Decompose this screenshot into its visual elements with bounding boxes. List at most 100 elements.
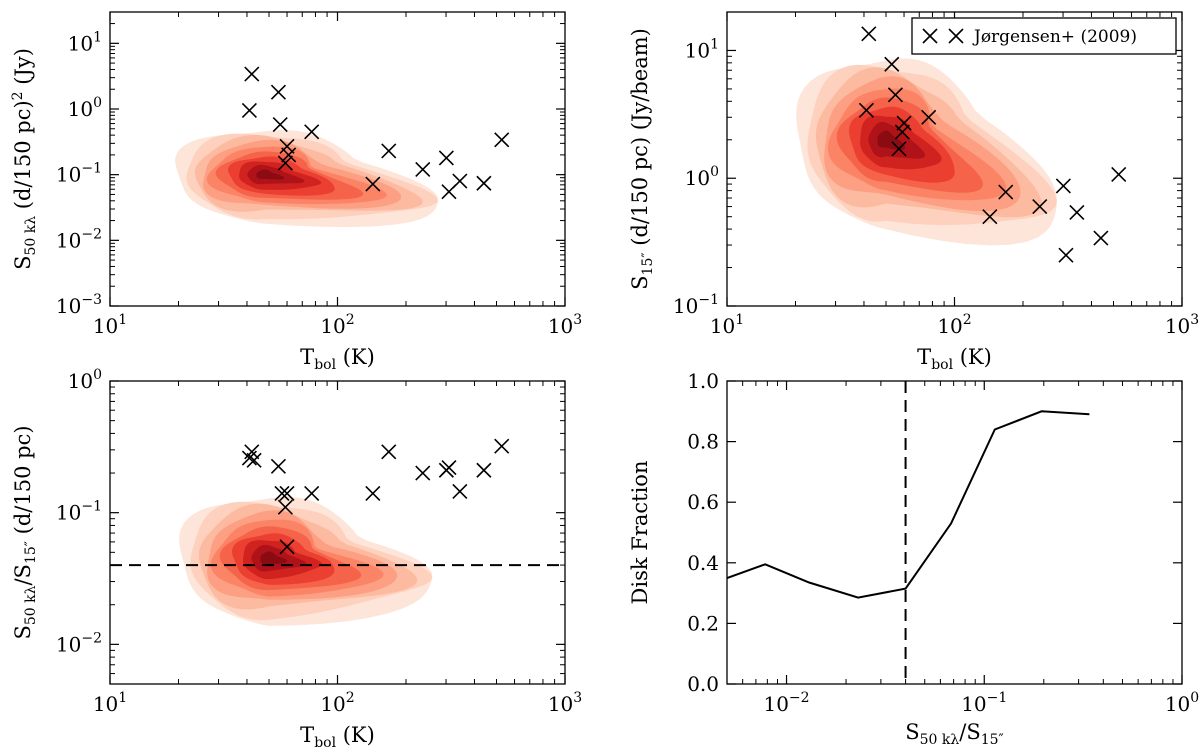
p1-xtick-label-1: 101: [93, 312, 127, 338]
p4-xtick-label-2: 10−1: [961, 690, 1007, 716]
p1-point-15: [476, 175, 492, 191]
p2-ylabel: S15″ (d/150 pc) (Jy/beam): [628, 28, 656, 290]
p3-density-level-10: [260, 551, 288, 565]
p1-point-9: [365, 176, 381, 192]
p1-xtick-label-2: 102: [320, 312, 354, 338]
p1-density-level-10: [256, 169, 285, 180]
p1-point-2: [241, 102, 257, 119]
p2-plot-area: [796, 26, 1127, 263]
p2-point-9: [982, 209, 998, 225]
p1-point-3: [270, 84, 286, 100]
p3-ytick-label-3: 100: [68, 367, 102, 393]
p2-point-1: [861, 26, 877, 42]
p3-point-4: [270, 458, 286, 474]
p3-point-7: [277, 499, 293, 515]
p2-point-16: [1111, 166, 1127, 183]
p1-point-12: [438, 150, 454, 166]
p1-point-14: [452, 173, 468, 189]
p1-point-1: [244, 66, 260, 82]
panel-bottom-right: 10−2 10−1 100 0.0 0.2 0.4 0.6 0.8 1.0 S50 kλ/S15″…: [628, 369, 1199, 748]
p1-xtick-label-3: 103: [548, 312, 582, 338]
p3-point-17: [494, 438, 510, 454]
p1-ytick-label-2: 10−2: [56, 226, 102, 252]
p4-ytick-label-2: 0.2: [687, 611, 719, 635]
p4-plot-area: [727, 381, 1090, 684]
p2-xtick-label-3: 103: [1165, 312, 1199, 338]
p2-xtick-label-2: 102: [937, 312, 971, 338]
p1-ytick-label-1: 10−3: [56, 292, 102, 318]
p3-point-15: [452, 483, 468, 499]
p1-point-11: [415, 161, 431, 178]
p1-plot-area: [175, 66, 510, 228]
p4-ytick-label-4: 0.6: [687, 490, 719, 514]
p3-point-16: [476, 462, 492, 478]
p4-ytick-label-3: 0.4: [687, 551, 719, 575]
p1-point-7: [277, 155, 293, 171]
p1-ylabel: S50 kλ (d/150 pc)2 (Jy): [10, 48, 39, 270]
p2-point-6: [894, 124, 910, 140]
p2-point-5: [896, 115, 912, 131]
p3-xtick-label-3: 103: [548, 690, 582, 716]
p2-point-15: [1093, 230, 1109, 246]
p3-point-8: [304, 485, 320, 502]
p4-ytick-label-5: 0.8: [687, 430, 719, 454]
p3-point-6: [279, 485, 295, 502]
p1-xlabel: Tbol (K): [300, 345, 375, 373]
p2-density-level-10: [877, 130, 906, 150]
p3-point-11: [381, 444, 397, 460]
p4-ytick-label-6: 1.0: [687, 369, 719, 393]
p2-ytick-label-2: 100: [685, 164, 719, 190]
p3-xtick-label-2: 102: [320, 690, 354, 716]
p1-ytick-label-5: 101: [68, 29, 102, 55]
p1-ytick-label-3: 10−1: [56, 161, 102, 187]
p4-xtick-label-1: 10−2: [763, 690, 809, 716]
p2-point-7: [921, 109, 937, 125]
p3-xtick-label-1: 101: [93, 690, 127, 716]
panel-top-right: 101 102 103 10−1 100 101 Tbol (K) S15″ (d/150 p…: [628, 11, 1199, 373]
p3-point-10: [365, 485, 381, 502]
p3-point-12: [415, 465, 431, 481]
p2-point-11: [1032, 199, 1048, 215]
p1-ytick-label-4: 100: [68, 95, 102, 121]
p3-xlabel: Tbol (K): [300, 723, 375, 748]
p4-ytick-label-1: 0.0: [687, 672, 719, 696]
p2-xtick-label-1: 101: [710, 312, 744, 338]
p2-ytick-label-1: 10−1: [673, 292, 719, 318]
p2-point-8: [891, 141, 907, 157]
p2-ytick-label-3: 101: [685, 36, 719, 62]
p3-point-3: [246, 452, 262, 468]
p2-point-4: [858, 102, 874, 118]
p3-point-14: [441, 460, 457, 476]
p2-point-13: [1058, 247, 1074, 263]
p3-ytick-label-2: 10−1: [56, 499, 102, 525]
p1-point-6: [281, 147, 297, 163]
p1-point-4: [272, 116, 288, 133]
p3-ytick-label-1: 10−2: [56, 630, 102, 656]
p2-legend-marker-2: [948, 28, 964, 44]
p3-plot-area: [110, 438, 565, 626]
p4-ylabel: Disk Fraction: [628, 461, 652, 605]
p2-xlabel: Tbol (K): [917, 345, 992, 373]
p3-point-5: [274, 485, 290, 502]
p4-xtick-label-3: 100: [1165, 690, 1199, 716]
p1-point-8: [304, 124, 320, 140]
p4-xlabel: S50 kλ/S15″: [905, 720, 1004, 748]
p2-point-14: [1069, 204, 1085, 220]
p3-point-2: [241, 450, 257, 466]
p4-disk-fraction-line: [727, 410, 1090, 599]
p1-point-10: [381, 143, 397, 159]
p2-legend: Jørgensen+ (2009): [911, 17, 1177, 55]
p2-point-2: [884, 56, 900, 72]
p2-point-3: [887, 87, 903, 103]
panel-bottom-left: 101 102 103 10−2 10−1 100 Tbol (K) S50 kλ/S15″ …: [11, 367, 582, 748]
p3-point-9: [279, 539, 295, 555]
p4-axes-frame: [726, 380, 1183, 685]
p2-legend-label: Jørgensen+ (2009): [972, 27, 1137, 47]
p2-point-12: [1055, 178, 1071, 194]
p2-legend-marker-1: [922, 28, 938, 44]
panel-top-left: 101 102 103 10−3 10−2 10−1 100 101 Tbol (K) S50 k…: [10, 11, 582, 373]
p2-point-10: [998, 184, 1014, 200]
p1-point-16: [494, 132, 510, 148]
p3-ylabel: S50 kλ/S15″ (d/150 pc): [11, 425, 39, 639]
